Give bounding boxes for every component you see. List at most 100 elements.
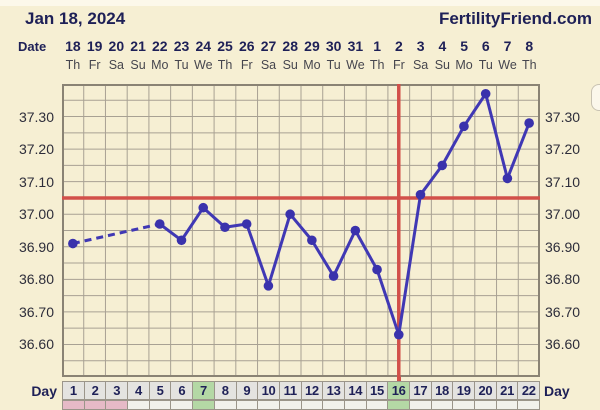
cycle-day-cell[interactable]: 17 [409, 381, 431, 400]
y-tick-label-right: 36.90 [545, 238, 581, 255]
day-marker-cell[interactable] [192, 400, 214, 410]
cycle-day-cell[interactable]: 3 [105, 381, 128, 400]
weekday-label: Fr [240, 58, 253, 72]
day-marker-cell[interactable] [105, 400, 128, 410]
y-tick-label-right: 36.60 [545, 336, 581, 353]
brand-logo-text: FertilityFriend.com [438, 9, 592, 28]
date-axis-label: Date [18, 39, 47, 54]
cycle-day-cell[interactable]: 12 [300, 381, 323, 400]
scrollbar-thumb[interactable] [591, 84, 600, 111]
cycle-day-cell[interactable]: 4 [127, 381, 149, 400]
date-number: 1 [373, 38, 382, 54]
temp-point-day-1[interactable] [68, 238, 78, 249]
day-marker-cell[interactable] [148, 400, 171, 410]
temp-point-day-21[interactable] [502, 173, 513, 184]
day-marker-cell[interactable] [62, 400, 84, 410]
cycle-day-cell[interactable]: 13 [322, 381, 344, 400]
temp-point-day-19[interactable] [459, 121, 469, 132]
temp-line-segment [288, 213, 314, 242]
cycle-day-row: 1 2 3 4 5 6 7 8 9 10 11 12 13 14 15 16 17 18 19 20 21 22 [62, 381, 541, 400]
day-marker-cell[interactable] [343, 400, 366, 410]
day-marker-cell[interactable] [300, 400, 323, 410]
y-tick-label-right: 36.70 [545, 303, 581, 320]
day-marker-cell[interactable] [170, 400, 193, 410]
date-number: 19 [86, 38, 103, 54]
cycle-day-cell[interactable]: 19 [452, 381, 475, 400]
temp-point-day-16[interactable] [393, 329, 404, 340]
cycle-day-cell[interactable]: 11 [278, 381, 301, 400]
day-marker-cell[interactable] [365, 400, 388, 410]
temp-line-dashed-segment [72, 222, 161, 245]
cycle-day-cell[interactable]: 22 [517, 381, 541, 400]
day-marker-cell[interactable] [387, 400, 409, 410]
day-marker-cell[interactable] [409, 400, 431, 410]
day-marker-cell[interactable] [452, 400, 475, 410]
cycle-day-cell[interactable]: 1 [62, 381, 84, 400]
day-marker-cell[interactable] [257, 400, 279, 410]
cycle-day-cell[interactable]: 9 [235, 381, 258, 400]
weekday-label: We [194, 58, 213, 72]
y-tick-label-right: 37.10 [545, 173, 581, 190]
day-marker-cell[interactable] [235, 400, 258, 410]
weekday-label: Mo [151, 58, 169, 72]
temp-point-day-5[interactable] [154, 219, 165, 229]
cycle-day-cell[interactable]: 21 [495, 381, 518, 400]
y-tick-label-right: 37.20 [545, 141, 581, 158]
cycle-day-cell[interactable]: 14 [343, 381, 366, 400]
weekday-label: Th [65, 58, 81, 72]
cycle-day-cell[interactable]: 6 [170, 381, 193, 400]
date-number: 31 [347, 38, 364, 54]
date-number: 2 [394, 38, 403, 54]
cycle-day-cell[interactable]: 16 [387, 381, 409, 400]
cycle-day-cell[interactable]: 7 [192, 381, 214, 400]
top-strip [0, 0, 600, 6]
date-number: 6 [481, 38, 490, 54]
temp-point-day-22[interactable] [524, 118, 534, 128]
cycle-day-cell[interactable]: 18 [430, 381, 453, 400]
weekday-label: We [498, 58, 517, 72]
cycle-day-cell[interactable]: 15 [365, 381, 388, 400]
temp-point-day-18[interactable] [437, 160, 448, 171]
cycle-day-cell[interactable]: 20 [474, 381, 496, 400]
cycle-day-cell[interactable]: 2 [83, 381, 106, 400]
temp-point-day-12[interactable] [307, 235, 317, 246]
date-number: 21 [130, 38, 146, 54]
temp-point-day-9[interactable] [241, 219, 252, 229]
weekday-label: Su [282, 58, 298, 72]
temp-point-day-10[interactable] [263, 281, 274, 291]
day-marker-cell[interactable] [495, 400, 518, 410]
ovulation-line-extension [397, 377, 401, 382]
day-marker-cell[interactable] [83, 400, 106, 410]
cycle-day-cell[interactable]: 10 [257, 381, 279, 400]
weekday-label: Mo [455, 58, 473, 72]
cycle-day-cell[interactable]: 5 [148, 381, 171, 400]
date-number: 28 [282, 38, 298, 54]
day-marker-cell[interactable] [213, 400, 236, 410]
temp-point-day-20[interactable] [480, 88, 491, 99]
day-marker-cell[interactable] [278, 400, 301, 410]
date-number: 5 [460, 38, 468, 54]
day-marker-cell[interactable] [474, 400, 496, 410]
temp-point-day-17[interactable] [415, 189, 426, 200]
temp-point-day-6[interactable] [176, 235, 187, 246]
temp-point-day-8[interactable] [220, 222, 230, 233]
date-number: 8 [525, 38, 534, 54]
weekday-label: Th [217, 58, 233, 72]
date-numbers-row: 18 19 20 21 22 23 24 25 26 27 28 29 30 31 1 2 3 4 5 6 7 8 [62, 38, 540, 54]
temp-point-day-15[interactable] [372, 264, 382, 275]
temp-line-segment [332, 229, 357, 277]
temp-point-day-13[interactable] [328, 271, 339, 281]
day-marker-cell[interactable] [322, 400, 344, 410]
temp-point-day-14[interactable] [350, 225, 361, 236]
weekday-label: Th [521, 58, 537, 72]
day-marker-cell[interactable] [127, 400, 149, 410]
temp-point-day-7[interactable] [198, 202, 209, 213]
temp-point-day-11[interactable] [285, 209, 295, 220]
y-tick-label-right: 36.80 [545, 271, 581, 288]
weekday-label: Tu [174, 58, 189, 72]
day-marker-cell[interactable] [517, 400, 541, 410]
day-marker-cell[interactable] [430, 400, 453, 410]
cycle-day-cell[interactable]: 8 [213, 381, 236, 400]
temp-line-segment [375, 269, 401, 336]
day-marker-row [62, 400, 541, 410]
